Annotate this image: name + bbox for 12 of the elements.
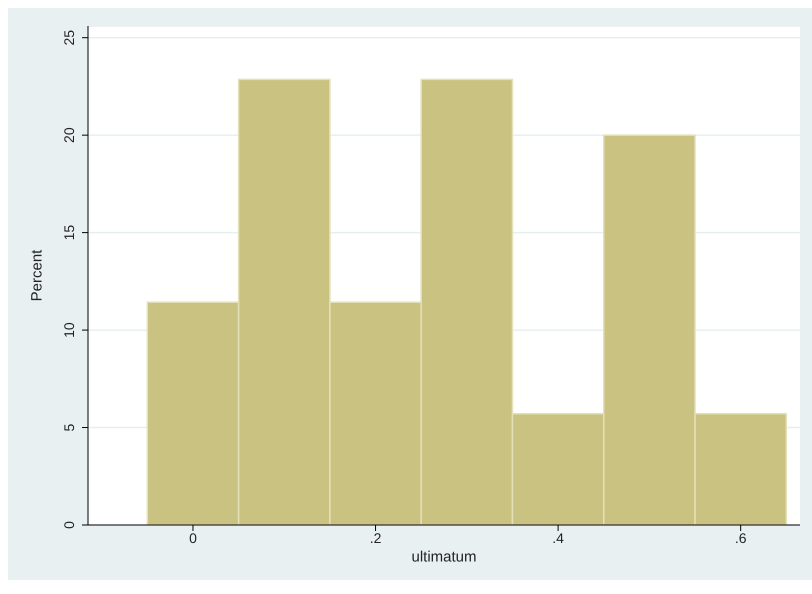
y-axis-title: Percent: [28, 248, 46, 302]
y-tick-label: 25: [61, 30, 77, 46]
y-tick-label: 10: [61, 322, 77, 338]
y-tick-label: 0: [61, 520, 77, 529]
y-tick-label: 15: [61, 224, 77, 240]
x-tick-label: .6: [734, 530, 747, 546]
x-axis-title: ultimatum: [411, 548, 477, 566]
y-tick-label: 5: [61, 423, 77, 432]
x-tick-label: .2: [370, 530, 382, 546]
y-tick-label: 20: [61, 127, 77, 143]
x-tick-label: .4: [552, 530, 564, 546]
x-tick-label: 0: [189, 530, 198, 546]
